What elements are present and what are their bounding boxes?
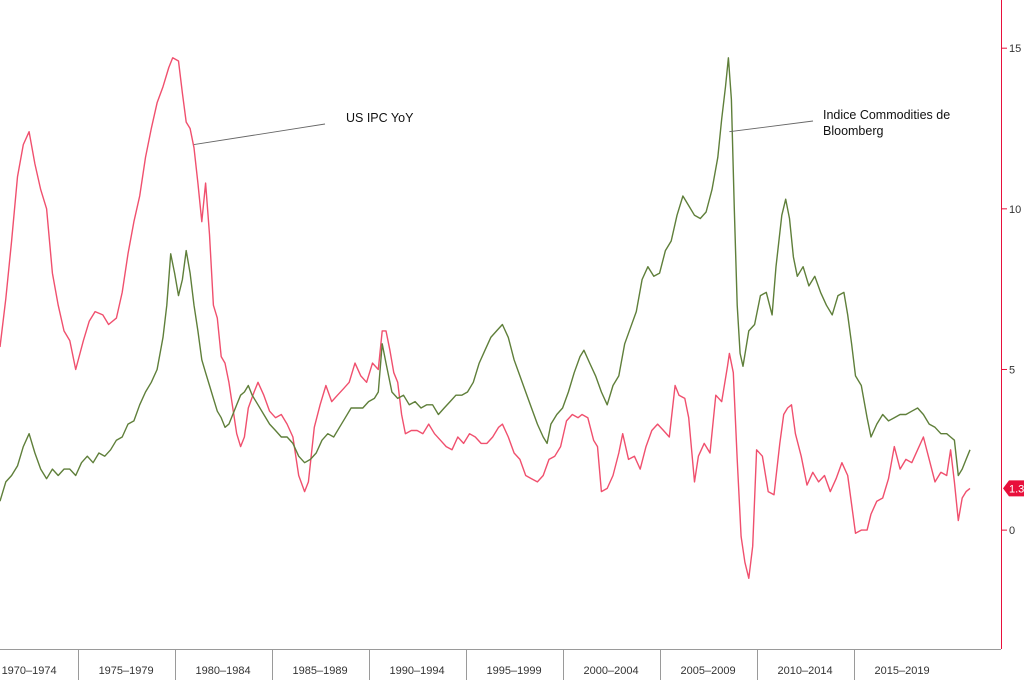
series-line-cpi: [0, 57, 971, 579]
annotation-line: US IPC YoY: [346, 111, 414, 125]
last-value-flag: [1003, 480, 1024, 497]
series-lines: [0, 57, 971, 579]
last-value-marker: 1.3: [1003, 480, 1024, 497]
x-tick-label: 2000–2004: [584, 665, 639, 677]
annotation-line: Indice Commodities de: [823, 108, 950, 122]
y-tick-label: 0: [1009, 525, 1015, 537]
annotations: US IPC YoY Indice Commodities de Bloomberg: [193, 108, 950, 146]
y-tick-label: 15: [1009, 43, 1021, 55]
y-tick-label: 10: [1009, 204, 1021, 216]
x-tick-label: 2005–2009: [681, 665, 736, 677]
x-tick-label: 1985–1989: [293, 665, 348, 677]
y-axis: 0 5 10 15: [1001, 0, 1021, 649]
annotation-pointer-bcom: [729, 120, 814, 133]
annotation-label-cpi: US IPC YoY: [346, 111, 414, 125]
x-axis: 1970–1974 1975–1979 1980–1984 1985–1989 1990…: [0, 649, 1001, 680]
annotation-label-bcom: Indice Commodities de Bloomberg: [823, 108, 950, 138]
x-tick-label: 1995–1999: [487, 665, 542, 677]
x-tick-label: 1975–1979: [99, 665, 154, 677]
x-tick-label: 1970–1974: [2, 665, 57, 677]
x-tick-label: 1990–1994: [390, 665, 445, 677]
last-value-label: 1.3: [1009, 483, 1024, 495]
x-tick-label: 1980–1984: [196, 665, 251, 677]
annotation-line: Bloomberg: [823, 124, 883, 138]
annotation-pointer-cpi: [193, 123, 326, 146]
y-tick-label: 5: [1009, 364, 1015, 376]
series-line-bcom: [0, 57, 971, 502]
x-tick-label: 2010–2014: [778, 665, 833, 677]
x-tick-label: 2015–2019: [875, 665, 930, 677]
